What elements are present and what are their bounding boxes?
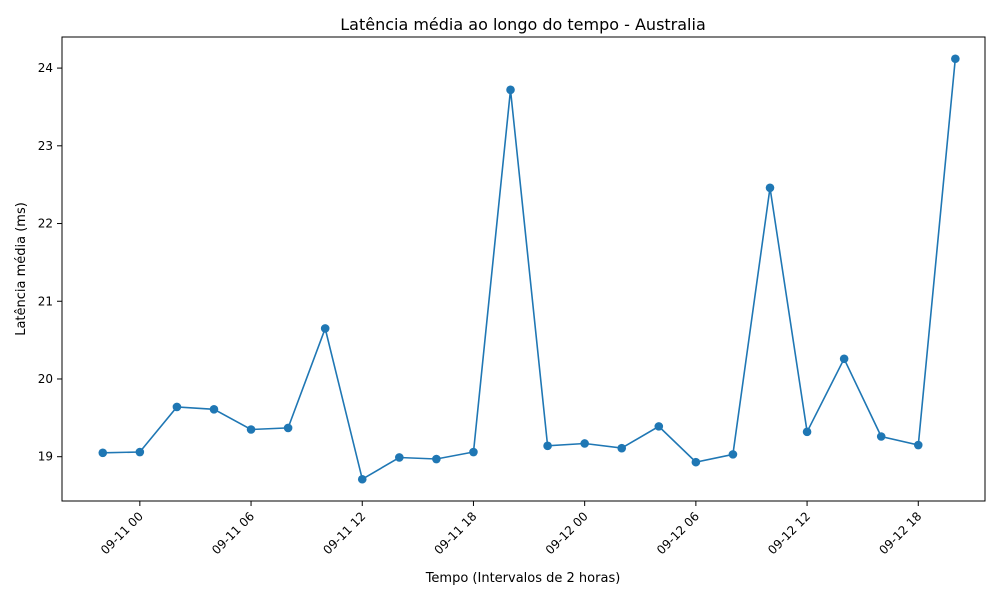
data-point — [543, 441, 552, 451]
plot-frame — [61, 36, 986, 502]
data-point — [320, 324, 330, 333]
x-tick-label: 09-12 18 — [876, 509, 924, 557]
series-markers — [98, 54, 960, 484]
data-point — [617, 443, 627, 453]
data-point — [469, 447, 478, 457]
x-tick-label: 09-11 12 — [320, 509, 368, 557]
y-axis-label: Latência média (ms) — [14, 202, 29, 336]
data-point — [209, 404, 219, 414]
x-axis-ticks: 09-11 00 09-11 06 09-11 12 09-11 18 09-12 00… — [98, 501, 924, 557]
data-point — [432, 454, 441, 464]
x-tick-label: 09-11 06 — [209, 509, 257, 557]
data-point — [728, 450, 738, 459]
data-point — [839, 354, 849, 364]
data-point — [580, 439, 589, 448]
data-point — [913, 440, 923, 450]
data-point — [172, 402, 182, 412]
data-point — [654, 422, 664, 431]
data-point — [98, 448, 108, 458]
y-tick-label: 21 — [38, 294, 53, 308]
data-point — [951, 54, 960, 64]
data-point — [765, 183, 775, 193]
y-axis-ticks: 19 20 21 22 23 24 — [38, 61, 62, 464]
data-point — [506, 85, 515, 95]
chart-title: Latência média ao longo do tempo - Austr… — [340, 15, 706, 34]
data-point — [691, 457, 701, 467]
y-tick-label: 22 — [38, 217, 53, 231]
x-tick-label: 09-11 18 — [432, 509, 480, 557]
data-point — [283, 423, 293, 433]
y-tick-label: 19 — [38, 450, 53, 464]
x-axis-label: Tempo (Intervalos de 2 horas) — [425, 571, 621, 586]
data-point — [802, 427, 812, 437]
x-tick-label: 09-11 00 — [98, 509, 146, 557]
data-point — [357, 474, 367, 484]
x-tick-label: 09-12 00 — [543, 509, 591, 557]
data-point — [246, 425, 256, 434]
y-tick-label: 23 — [38, 139, 53, 153]
y-tick-label: 24 — [38, 61, 53, 75]
x-tick-label: 09-12 06 — [654, 509, 702, 557]
x-tick-label: 09-12 12 — [765, 509, 813, 557]
data-point — [395, 453, 404, 462]
y-tick-label: 20 — [38, 372, 53, 386]
data-point — [135, 447, 145, 457]
data-point — [876, 432, 886, 441]
series-line — [102, 58, 957, 481]
